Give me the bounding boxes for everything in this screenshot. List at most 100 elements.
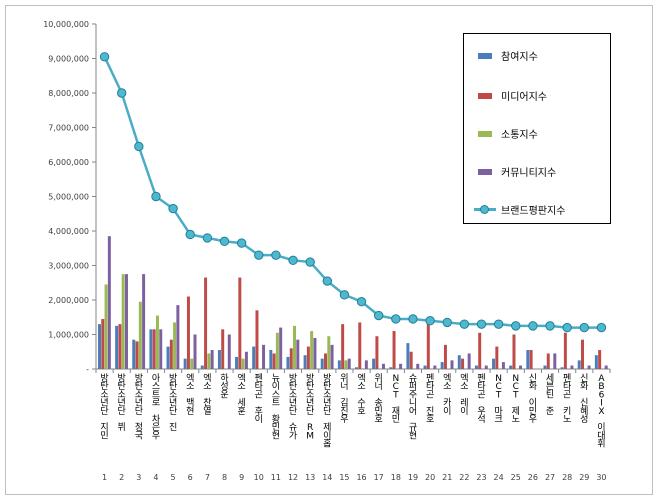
bar-1-30	[594, 355, 598, 369]
brand-point-7	[202, 233, 213, 243]
brand-point-17	[374, 310, 384, 321]
y-tick-label: 9,000,000	[48, 55, 89, 64]
bar-4-5	[176, 305, 180, 369]
bar-2-12	[289, 348, 293, 369]
bar-2-1	[101, 318, 105, 369]
bar-2-13	[306, 346, 310, 369]
bar-1-6	[183, 358, 187, 369]
bar-4-7	[210, 350, 214, 369]
bar-2-6	[186, 296, 190, 369]
bar-4-6	[193, 334, 197, 369]
bar-4-12	[296, 339, 300, 369]
y-tick-label: 1,000,000	[48, 331, 89, 340]
bar-2-10	[255, 310, 259, 369]
bar-4-11	[279, 327, 283, 369]
bar-1-23	[474, 365, 478, 369]
bar-3-7	[207, 353, 211, 369]
bar-2-4	[152, 329, 156, 369]
brand-point-15	[339, 290, 350, 300]
bar-1-17	[372, 358, 376, 369]
bar-2-8	[221, 329, 225, 369]
rank-number-13: 13	[305, 473, 315, 482]
bar-2-20	[426, 324, 430, 369]
rank-number-10: 10	[254, 473, 264, 482]
brand-point-10	[254, 250, 264, 260]
y-tick-label: 2,000,000	[48, 296, 89, 305]
brand-point-11	[271, 250, 281, 260]
rank-number-2: 2	[119, 473, 124, 482]
bar-1-14	[320, 358, 324, 369]
bar-4-28	[570, 365, 574, 369]
bar-1-4	[149, 329, 153, 369]
bar-3-5	[173, 322, 177, 369]
bar-3-12	[293, 325, 297, 369]
brand-point-18	[391, 314, 401, 324]
bar-2-5	[169, 339, 173, 369]
legend-swatch-community	[478, 169, 492, 175]
bar-1-18	[389, 367, 393, 369]
bar-4-13	[313, 337, 317, 369]
bar-1-5	[166, 346, 170, 369]
rank-number-30: 30	[596, 473, 606, 482]
bar-2-29	[581, 339, 584, 369]
legend-item-community: 커뮤니티지수	[464, 162, 610, 182]
bar-1-24	[492, 358, 496, 369]
bar-4-17	[381, 363, 385, 369]
bar-3-2	[121, 274, 125, 369]
bar-3-3	[138, 301, 142, 369]
bar-1-20	[423, 365, 427, 369]
brand-point-9	[236, 238, 247, 248]
bar-4-16	[364, 360, 368, 369]
bar-4-30	[604, 365, 608, 369]
bar-1-22	[457, 355, 461, 369]
bar-3-9	[241, 358, 245, 369]
brand-point-28	[562, 322, 572, 333]
bar-2-27	[546, 353, 550, 369]
bar-2-28	[563, 332, 567, 369]
bar-2-15	[341, 324, 345, 369]
bar-2-26	[529, 350, 533, 369]
rank-number-18: 18	[391, 473, 401, 482]
bar-4-25	[519, 365, 523, 369]
bar-4-10	[262, 344, 266, 369]
legend-label-media: 미디어지수	[501, 92, 547, 103]
bar-2-9	[238, 277, 242, 369]
bar-1-2	[115, 325, 119, 369]
bar-3-13	[310, 331, 314, 369]
bar-2-21	[443, 344, 447, 369]
brand-point-14	[322, 276, 332, 286]
rank-number-8: 8	[222, 473, 227, 482]
rank-number-20: 20	[425, 473, 435, 482]
bar-1-8	[217, 350, 221, 369]
brand-point-20	[425, 316, 435, 326]
bar-1-26	[526, 350, 530, 369]
brand-point-21	[442, 317, 452, 328]
bar-4-3	[142, 274, 146, 369]
bar-2-22	[461, 358, 465, 369]
legend-swatch-communication	[478, 131, 492, 137]
y-tick-label: 6,000,000	[48, 158, 89, 167]
brand-point-30	[596, 322, 607, 333]
bar-1-15	[337, 360, 341, 369]
bar-4-9	[244, 351, 248, 369]
legend-label-participation: 참여지수	[501, 52, 538, 63]
y-tick-label: -	[86, 365, 89, 374]
rank-number-25: 25	[511, 473, 521, 482]
bar-4-29	[587, 365, 591, 369]
bar-4-14	[330, 344, 334, 369]
bar-2-3	[135, 341, 139, 369]
bar-1-3	[132, 339, 136, 369]
brand-point-4	[151, 191, 161, 202]
